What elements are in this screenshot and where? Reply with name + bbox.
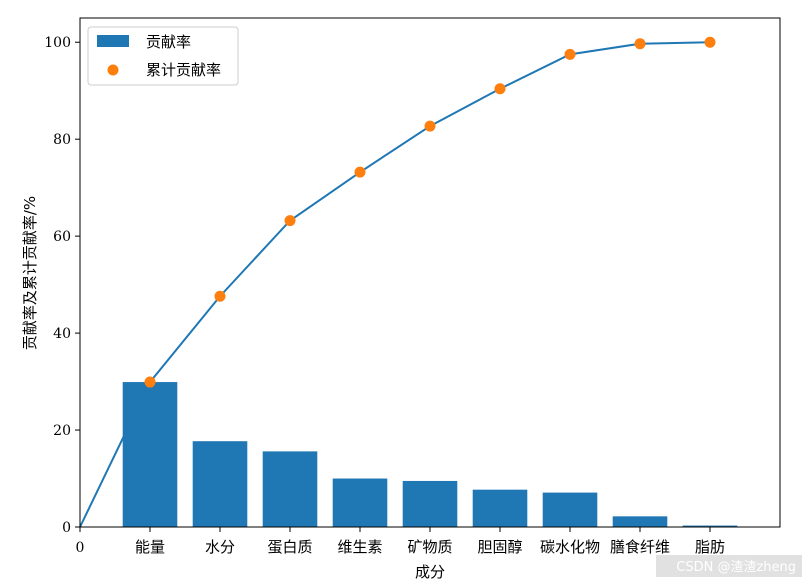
x-tick-label: 矿物质 xyxy=(407,538,452,556)
cumulative-point-4 xyxy=(354,166,366,178)
bar-9 xyxy=(682,525,738,527)
cumulative-point-5 xyxy=(424,120,436,132)
legend: 贡献率 累计贡献率 xyxy=(87,26,239,86)
x-tick-label: 脂肪 xyxy=(695,538,725,556)
watermark-background xyxy=(656,555,802,577)
y-tick-label: 80 xyxy=(53,132,71,148)
x-tick-label: 能量 xyxy=(135,538,165,556)
y-tick-label: 20 xyxy=(53,423,71,439)
y-tick-label: 100 xyxy=(44,35,71,51)
cumulative-point-8 xyxy=(634,38,646,50)
x-tick-label: 维生素 xyxy=(337,538,382,556)
y-axis-title: 贡献率及累计贡献率/% xyxy=(21,196,39,350)
bar-5 xyxy=(402,480,458,527)
bar-2 xyxy=(192,441,248,527)
y-tick-label: 60 xyxy=(53,229,71,245)
axes: 0 20 40 60 80 100 0 能量 水分 蛋白质 维生素 矿物质 胆固醇 碳水化物 膳食纤维 脂肪 xyxy=(44,17,781,556)
bar-4 xyxy=(332,478,388,527)
legend-label-cumulative: 累计贡献率 xyxy=(146,61,221,79)
legend-bar-swatch xyxy=(97,35,129,47)
cumulative-point-9 xyxy=(704,36,716,48)
bar-7 xyxy=(542,492,598,527)
cumulative-line xyxy=(79,41,711,528)
bar-8 xyxy=(612,516,668,527)
y-tick-label: 40 xyxy=(53,326,71,342)
bar-3 xyxy=(262,451,318,527)
legend-label-contribution: 贡献率 xyxy=(146,33,191,51)
x-tick-label: 水分 xyxy=(205,538,235,556)
cumulative-point-3 xyxy=(284,215,296,227)
legend-scatter-swatch xyxy=(107,64,119,76)
x-tick-label: 膳食纤维 xyxy=(610,538,670,556)
cumulative-point-1 xyxy=(144,376,156,388)
cumulative-point-7 xyxy=(564,48,576,60)
y-tick-label: 0 xyxy=(62,520,71,536)
bar-6 xyxy=(472,489,528,527)
x-tick-label: 碳水化物 xyxy=(540,538,600,556)
plot-area xyxy=(79,36,738,528)
x-axis-title: 成分 xyxy=(415,563,445,581)
x-tick-label: 蛋白质 xyxy=(267,538,312,556)
x-tick-label: 胆固醇 xyxy=(477,538,522,556)
x-tick-label-zero: 0 xyxy=(76,540,85,556)
watermark: CSDN @渣渣zheng xyxy=(676,560,796,575)
cumulative-point-6 xyxy=(494,83,506,95)
cumulative-point-2 xyxy=(214,290,226,302)
bar-1 xyxy=(122,382,178,527)
